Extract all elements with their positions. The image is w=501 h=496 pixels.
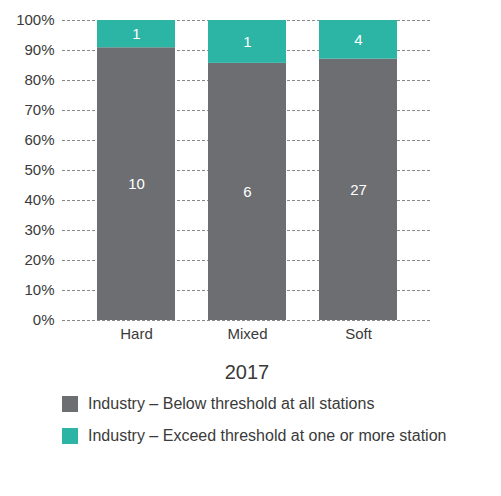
svg-text:0%: 0% — [33, 311, 55, 328]
svg-text:40%: 40% — [24, 191, 54, 208]
svg-text:50%: 50% — [24, 161, 54, 178]
svg-text:20%: 20% — [24, 251, 54, 268]
svg-text:Hard: Hard — [120, 325, 153, 342]
svg-text:10%: 10% — [24, 281, 54, 298]
html-text:Industry – Exceed threshold at: Industry – Exceed threshold at one or mo… — [88, 427, 447, 444]
svg-text:1: 1 — [243, 33, 251, 50]
svg-text:Soft: Soft — [345, 325, 373, 342]
svg-text:Mixed: Mixed — [227, 325, 267, 342]
html-text:Industry – Below threshold at: Industry – Below threshold at all statio… — [88, 395, 375, 412]
svg-text:27: 27 — [350, 181, 367, 198]
svg-text:90%: 90% — [24, 41, 54, 58]
svg-text:30%: 30% — [24, 221, 54, 238]
svg-text:60%: 60% — [24, 131, 54, 148]
svg-text:10: 10 — [128, 175, 145, 192]
svg-text:80%: 80% — [24, 71, 54, 88]
svg-text:6: 6 — [243, 183, 251, 200]
svg-text:4: 4 — [354, 31, 362, 48]
svg-text:100%: 100% — [16, 11, 54, 28]
svg-text:70%: 70% — [24, 101, 54, 118]
svg-text:2017: 2017 — [225, 361, 270, 383]
svg-text:1: 1 — [132, 25, 140, 42]
